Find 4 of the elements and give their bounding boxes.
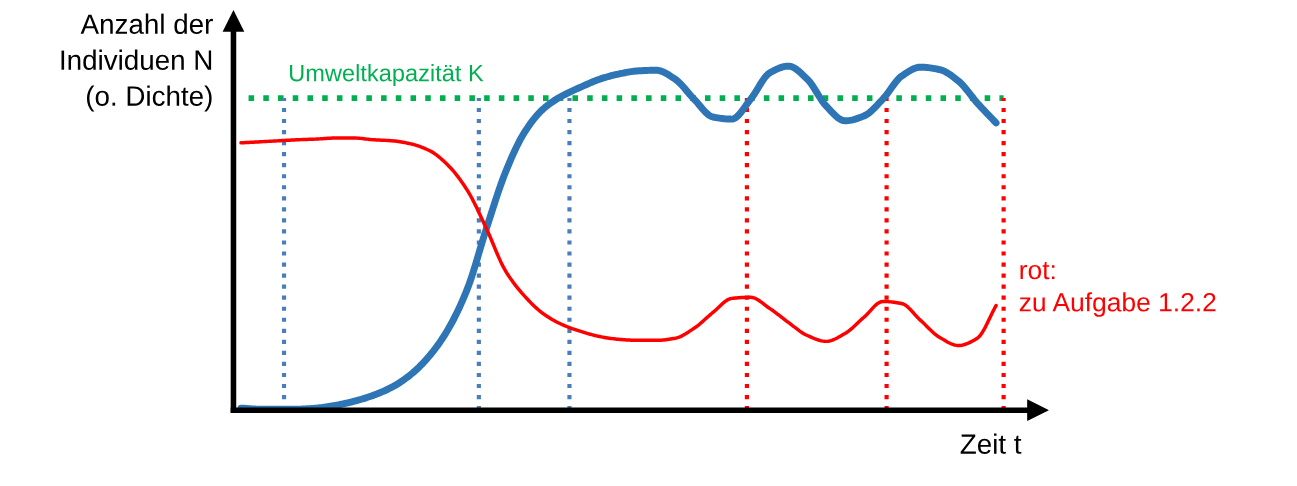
y-axis-title: Anzahl der Individuen N (o. Dichte) [61, 13, 213, 112]
text: rot: zu Aufgabe 1.2.2 [1019, 262, 1216, 317]
ref-line-label: Umweltkapazität K [290, 64, 484, 87]
x-axis-title: Zeit t [960, 433, 1022, 454]
